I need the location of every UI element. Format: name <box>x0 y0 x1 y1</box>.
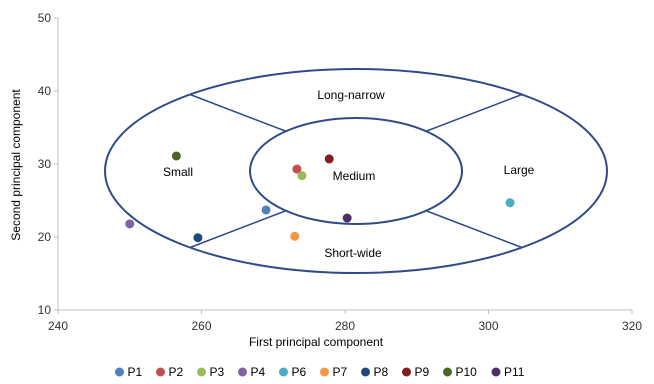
legend-marker-p11 <box>491 367 501 377</box>
region-labels: Long-narrow Small Medium Large Short-wid… <box>163 88 535 260</box>
x-tick-label: 320 <box>622 319 642 333</box>
legend-label-p8: P8 <box>374 365 389 379</box>
legend-marker-p2 <box>156 367 165 377</box>
legend-marker-p6 <box>279 367 288 377</box>
region-label-large: Large <box>504 163 535 177</box>
region-label-small: Small <box>163 165 193 179</box>
separator-top-left <box>425 93 523 132</box>
legend-label-p6: P6 <box>292 365 307 379</box>
legend-label-p11: P11 <box>504 365 525 379</box>
axes: 10 20 30 40 50 240 260 280 300 320 <box>38 11 643 333</box>
data-point-p3 <box>297 171 307 181</box>
y-tick-label: 50 <box>38 11 52 25</box>
region-diagram <box>104 68 608 274</box>
x-tick-label: 240 <box>48 319 68 333</box>
legend-marker-p1 <box>115 367 124 377</box>
y-tick-label: 10 <box>38 303 52 317</box>
legend-marker-p8 <box>361 367 370 377</box>
data-point-p9 <box>324 154 334 164</box>
data-point-p2 <box>292 164 302 174</box>
legend-label-p2: P2 <box>169 365 184 379</box>
separator-bottom-left <box>189 210 287 249</box>
data-point-p4 <box>125 219 135 229</box>
region-label-medium: Medium <box>333 169 376 183</box>
x-tick-label: 280 <box>335 319 355 333</box>
data-point-p1 <box>261 205 271 215</box>
x-tick-label: 300 <box>478 319 498 333</box>
legend-label-p4: P4 <box>251 365 266 379</box>
data-point-p8 <box>193 233 203 243</box>
legend: P1 P2 P3 P4 P6 P7 P8 P9 P10 P11 <box>115 365 525 379</box>
region-label-long-narrow: Long-narrow <box>317 88 385 102</box>
legend-label-p7: P7 <box>333 365 348 379</box>
legend-label-p10: P10 <box>456 365 478 379</box>
data-point-p6 <box>505 198 515 208</box>
x-tick-label: 260 <box>191 319 211 333</box>
y-tick-label: 40 <box>38 84 52 98</box>
y-axis-title: Second principal component <box>9 89 23 241</box>
y-tick-label: 20 <box>38 230 52 244</box>
region-label-short-wide: Short-wide <box>324 246 382 260</box>
separator-top-right <box>189 93 287 132</box>
legend-marker-p9 <box>402 367 411 377</box>
y-tick-label: 30 <box>38 157 52 171</box>
legend-marker-p10 <box>443 367 452 377</box>
x-axis-title: First principal component <box>249 335 384 349</box>
legend-label-p1: P1 <box>128 365 143 379</box>
separator-bottom-right <box>425 210 523 249</box>
data-point-p10 <box>171 151 181 161</box>
data-point-p11 <box>342 213 352 223</box>
legend-marker-p7 <box>320 367 329 377</box>
legend-label-p9: P9 <box>415 365 430 379</box>
outer-ellipse <box>104 68 608 274</box>
legend-marker-p3 <box>197 367 206 377</box>
data-point-p7 <box>290 231 300 241</box>
legend-label-p3: P3 <box>210 365 225 379</box>
data-points <box>125 151 515 243</box>
legend-marker-p4 <box>238 367 247 377</box>
inner-ellipse <box>249 117 463 225</box>
